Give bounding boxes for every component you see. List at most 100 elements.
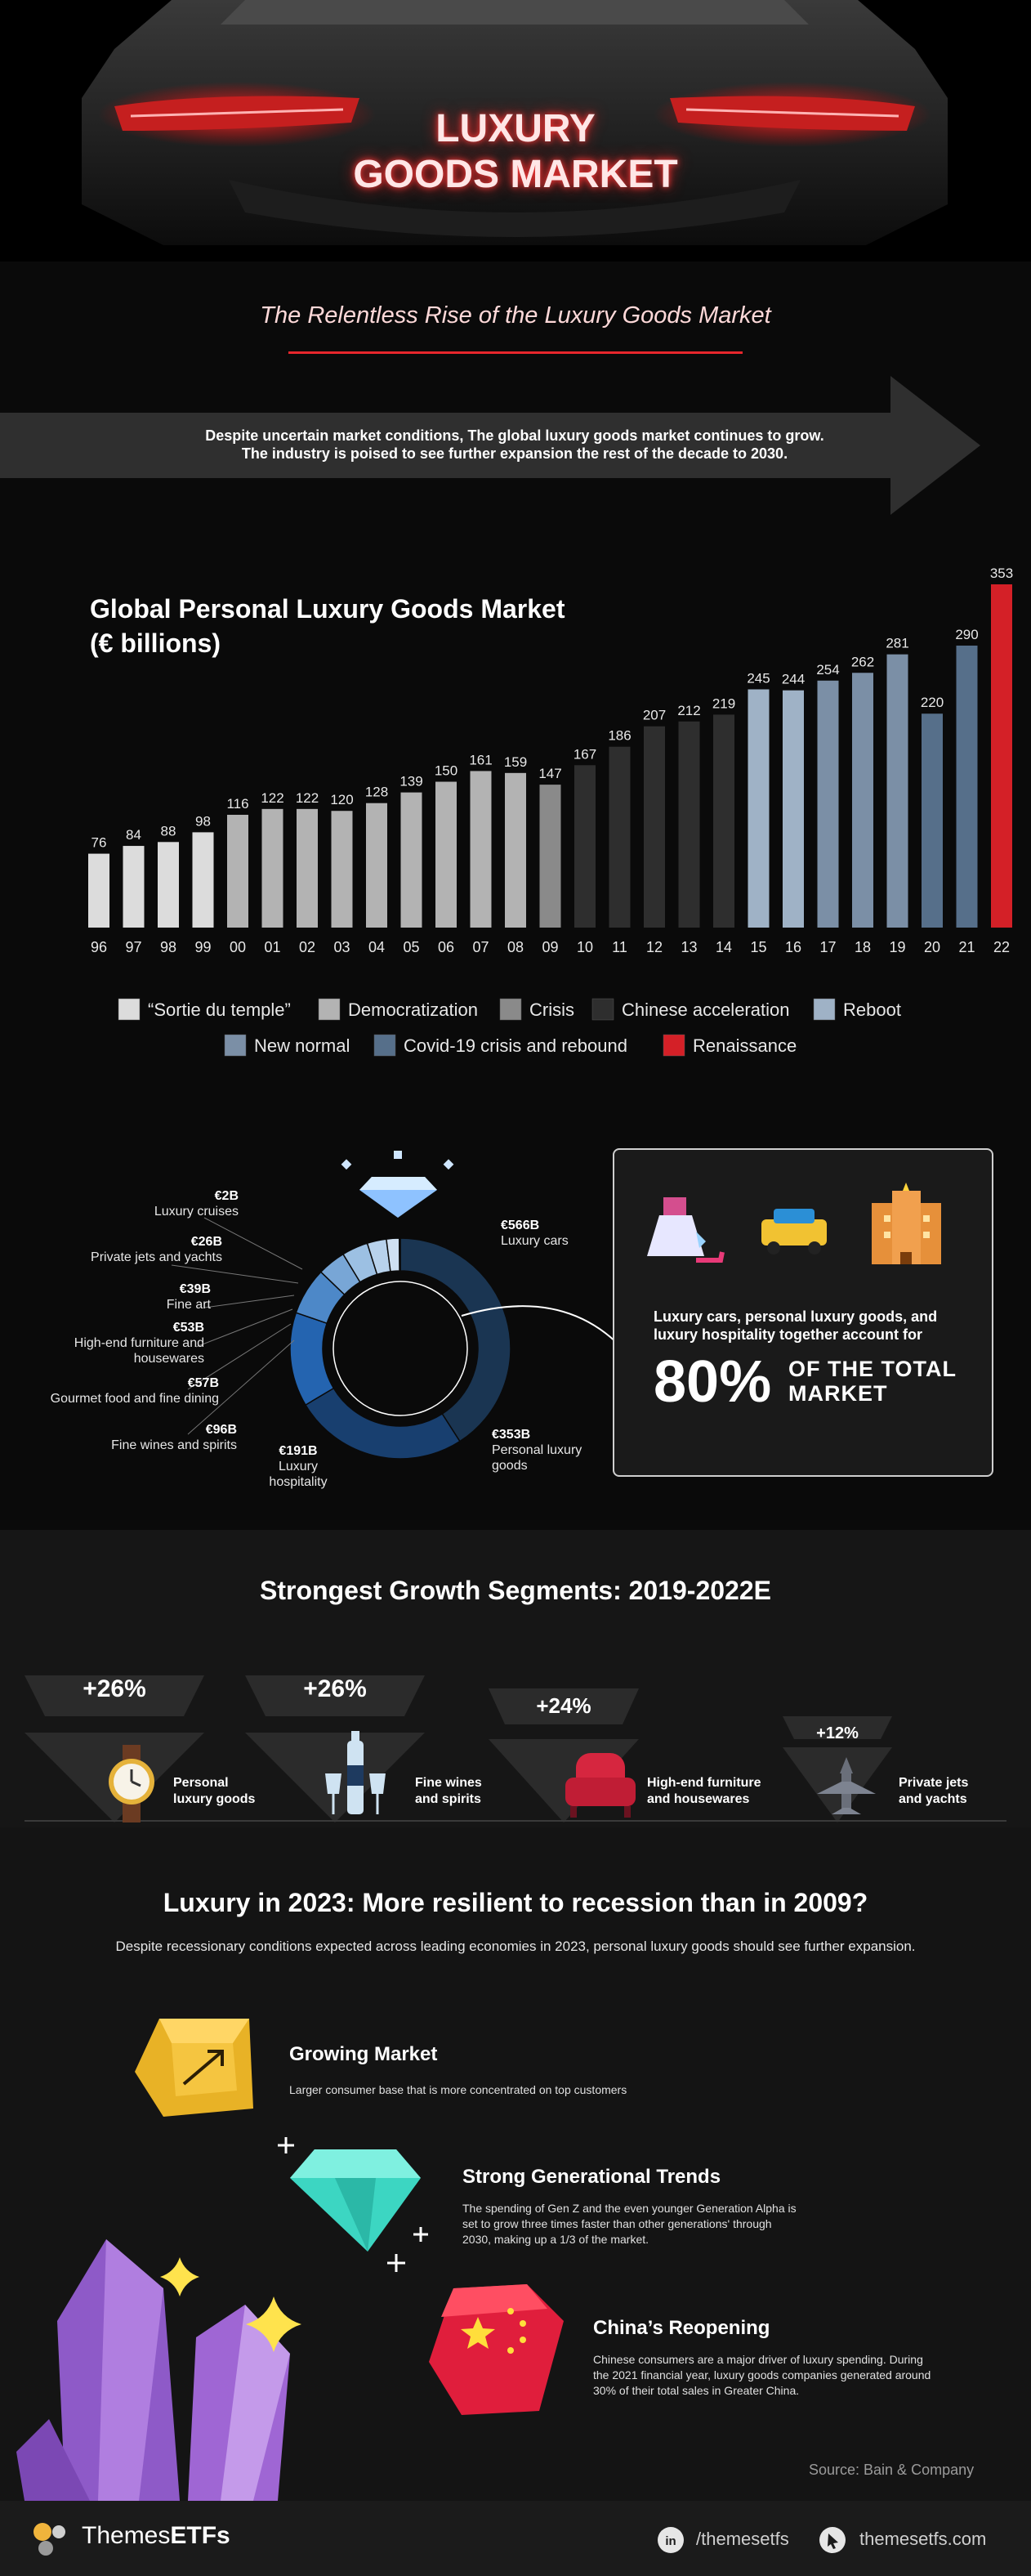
website-link[interactable]: themesetfs.com [859,2529,987,2549]
bar-value-01: 122 [261,790,283,806]
donut-slice-8 [399,1237,401,1272]
donut-label-value-8: €2B [214,1189,239,1203]
tick-10: 10 [577,939,593,955]
bar-value-19: 281 [886,636,908,651]
donut-label-value-1: €353B [492,1428,531,1442]
legend-swatch-1 [318,998,341,1021]
resilience-illustrations [16,2019,564,2501]
bar-value-07: 161 [469,752,492,767]
chart-title-sub: (€ billions) [90,628,221,658]
bar-value-08: 159 [504,754,527,770]
bar-value-18: 262 [851,654,874,669]
tick-97: 97 [125,939,141,955]
tick-13: 13 [681,939,697,955]
growth-label-2a: Fine wines [415,1776,482,1790]
growth-title: Strongest Growth Segments: 2019-2022E [260,1576,771,1605]
bar-13 [678,721,700,928]
bar-18 [852,673,873,928]
donut-label-name-6: Fine art [166,1298,211,1312]
tick-99: 99 [194,939,211,955]
tick-22: 22 [993,939,1010,955]
growth-label-3: High-end furniture and housewares [647,1775,761,1808]
growth-label-1: Personal luxury goods [173,1775,255,1808]
chart-title-main: Global Personal Luxury Goods Market [90,594,565,624]
tick-20: 20 [924,939,940,955]
tick-00: 00 [230,939,246,955]
donut-label-value-5: €53B [172,1321,204,1335]
tick-03: 03 [333,939,350,955]
legend-swatch-4 [813,998,836,1021]
donut-label-8: €2B Luxury cruises [65,1188,239,1219]
brand-name-a: Themes [82,2522,171,2549]
red-divider [288,351,743,354]
brand-logo-icon [33,2523,65,2556]
tick-06: 06 [438,939,454,955]
watch-icon [109,1745,154,1822]
brand-name[interactable]: ThemesETFs [82,2522,230,2550]
hero-title-line1: LUXURY [435,107,596,150]
bar-10 [574,765,596,928]
legend-swatch-2 [499,998,522,1021]
bar-16 [783,690,804,928]
bar-00 [227,814,248,928]
donut-label-name-5: High-end furniture and housewares [74,1336,204,1366]
legend-label-3: Chinese acceleration [622,1000,789,1020]
item-china-desc: Chinese consumers are a major driver of … [593,2352,1018,2399]
luxury-car-icon [761,1209,827,1254]
item-generational-desc-1: The spending of Gen Z and the even young… [462,2202,797,2215]
item-china-desc-3: 30% of their total sales in Greater Chin… [593,2384,800,2397]
donut-label-0: €566B Luxury cars [501,1218,623,1249]
tick-04: 04 [368,939,385,955]
tick-09: 09 [542,939,558,955]
growth-pct-3: +24% [536,1693,591,1718]
dress-icon [647,1197,725,1263]
bar-22 [991,584,1012,928]
bar-value-05: 139 [399,774,422,789]
item-china-title: China’s Reopening [593,2317,770,2339]
donut-label-1: €353B Personal luxury goods [492,1427,614,1474]
linkedin-icon[interactable]: in [657,2526,685,2554]
tick-02: 02 [299,939,315,955]
bar-97 [123,846,145,928]
social-link[interactable]: /themesetfs [696,2529,789,2549]
growth-label-2: Fine wines and spirits [415,1775,482,1808]
tick-08: 08 [507,939,524,955]
bar-19 [886,654,908,928]
bar-value-21: 290 [955,627,978,642]
bar-96 [88,853,109,928]
legend-label-5: New normal [254,1035,350,1056]
tick-07: 07 [472,939,489,955]
donut-label-name-0: Luxury cars [501,1234,569,1248]
arrow-text-line1: Despite uncertain market conditions, The… [205,427,824,444]
callout-icons [647,1183,941,1264]
growth-label-4a: Private jets [899,1776,969,1790]
tick-19: 19 [889,939,905,955]
donut-label-value-4: €57B [187,1376,219,1390]
source-note: Source: Bain & Company [809,2462,975,2478]
bar-value-03: 120 [330,792,353,807]
donut-label-value-3: €96B [205,1423,237,1437]
bar-value-16: 244 [782,672,805,687]
tick-01: 01 [264,939,280,955]
tick-15: 15 [750,939,766,955]
cursor-icon[interactable] [819,2526,846,2554]
item-china-desc-1: Chinese consumers are a major driver of … [593,2353,923,2366]
leader-line-4 [187,1323,292,1390]
donut-label-7: €26B Private jets and yachts [49,1234,222,1265]
bar-98 [158,842,179,928]
growth-label-1b: luxury goods [173,1792,256,1806]
legend-label-6: Covid-19 crisis and rebound [404,1035,627,1056]
donut-label-5: €53B High-end furniture and housewares [65,1320,204,1366]
growth-label-1a: Personal [173,1776,229,1790]
bar-value-99: 98 [195,813,211,829]
svg-text:in: in [665,2534,676,2548]
resilience-intro: Despite recessionary conditions expected… [115,1939,916,1954]
resilience-title: Luxury in 2023: More resilient to recess… [163,1888,868,1917]
bar-99 [192,832,214,928]
bar-value-00: 116 [226,796,248,812]
leader-line-0 [203,1217,303,1270]
donut-label-name-8: Luxury cruises [154,1205,239,1219]
tick-21: 21 [958,939,975,955]
bar-value-02: 122 [296,790,319,806]
donut-label-name-7: Private jets and yachts [91,1250,222,1264]
